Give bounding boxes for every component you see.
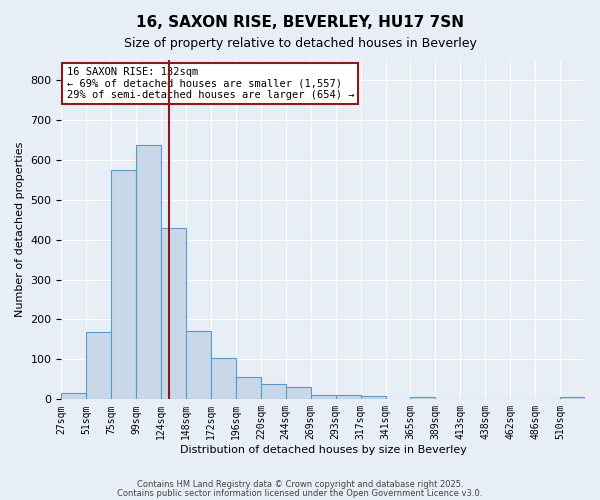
Text: 16, SAXON RISE, BEVERLEY, HU17 7SN: 16, SAXON RISE, BEVERLEY, HU17 7SN	[136, 15, 464, 30]
Bar	[211, 358, 236, 400]
Bar	[311, 394, 335, 400]
Bar	[136, 144, 161, 400]
Y-axis label: Number of detached properties: Number of detached properties	[15, 142, 25, 318]
Bar	[410, 396, 436, 400]
Text: 16 SAXON RISE: 132sqm
← 69% of detached houses are smaller (1,557)
29% of semi-d: 16 SAXON RISE: 132sqm ← 69% of detached …	[67, 67, 354, 100]
Bar	[86, 332, 111, 400]
Bar	[236, 378, 261, 400]
Bar	[286, 388, 311, 400]
Bar	[186, 332, 211, 400]
Text: Size of property relative to detached houses in Beverley: Size of property relative to detached ho…	[124, 38, 476, 51]
Bar	[261, 384, 286, 400]
Bar	[361, 396, 386, 400]
Bar	[335, 396, 361, 400]
Text: Contains public sector information licensed under the Open Government Licence v3: Contains public sector information licen…	[118, 488, 482, 498]
Bar	[560, 397, 585, 400]
Bar	[61, 394, 86, 400]
X-axis label: Distribution of detached houses by size in Beverley: Distribution of detached houses by size …	[180, 445, 467, 455]
Bar	[111, 170, 136, 400]
Text: Contains HM Land Registry data © Crown copyright and database right 2025.: Contains HM Land Registry data © Crown c…	[137, 480, 463, 489]
Bar	[161, 228, 186, 400]
